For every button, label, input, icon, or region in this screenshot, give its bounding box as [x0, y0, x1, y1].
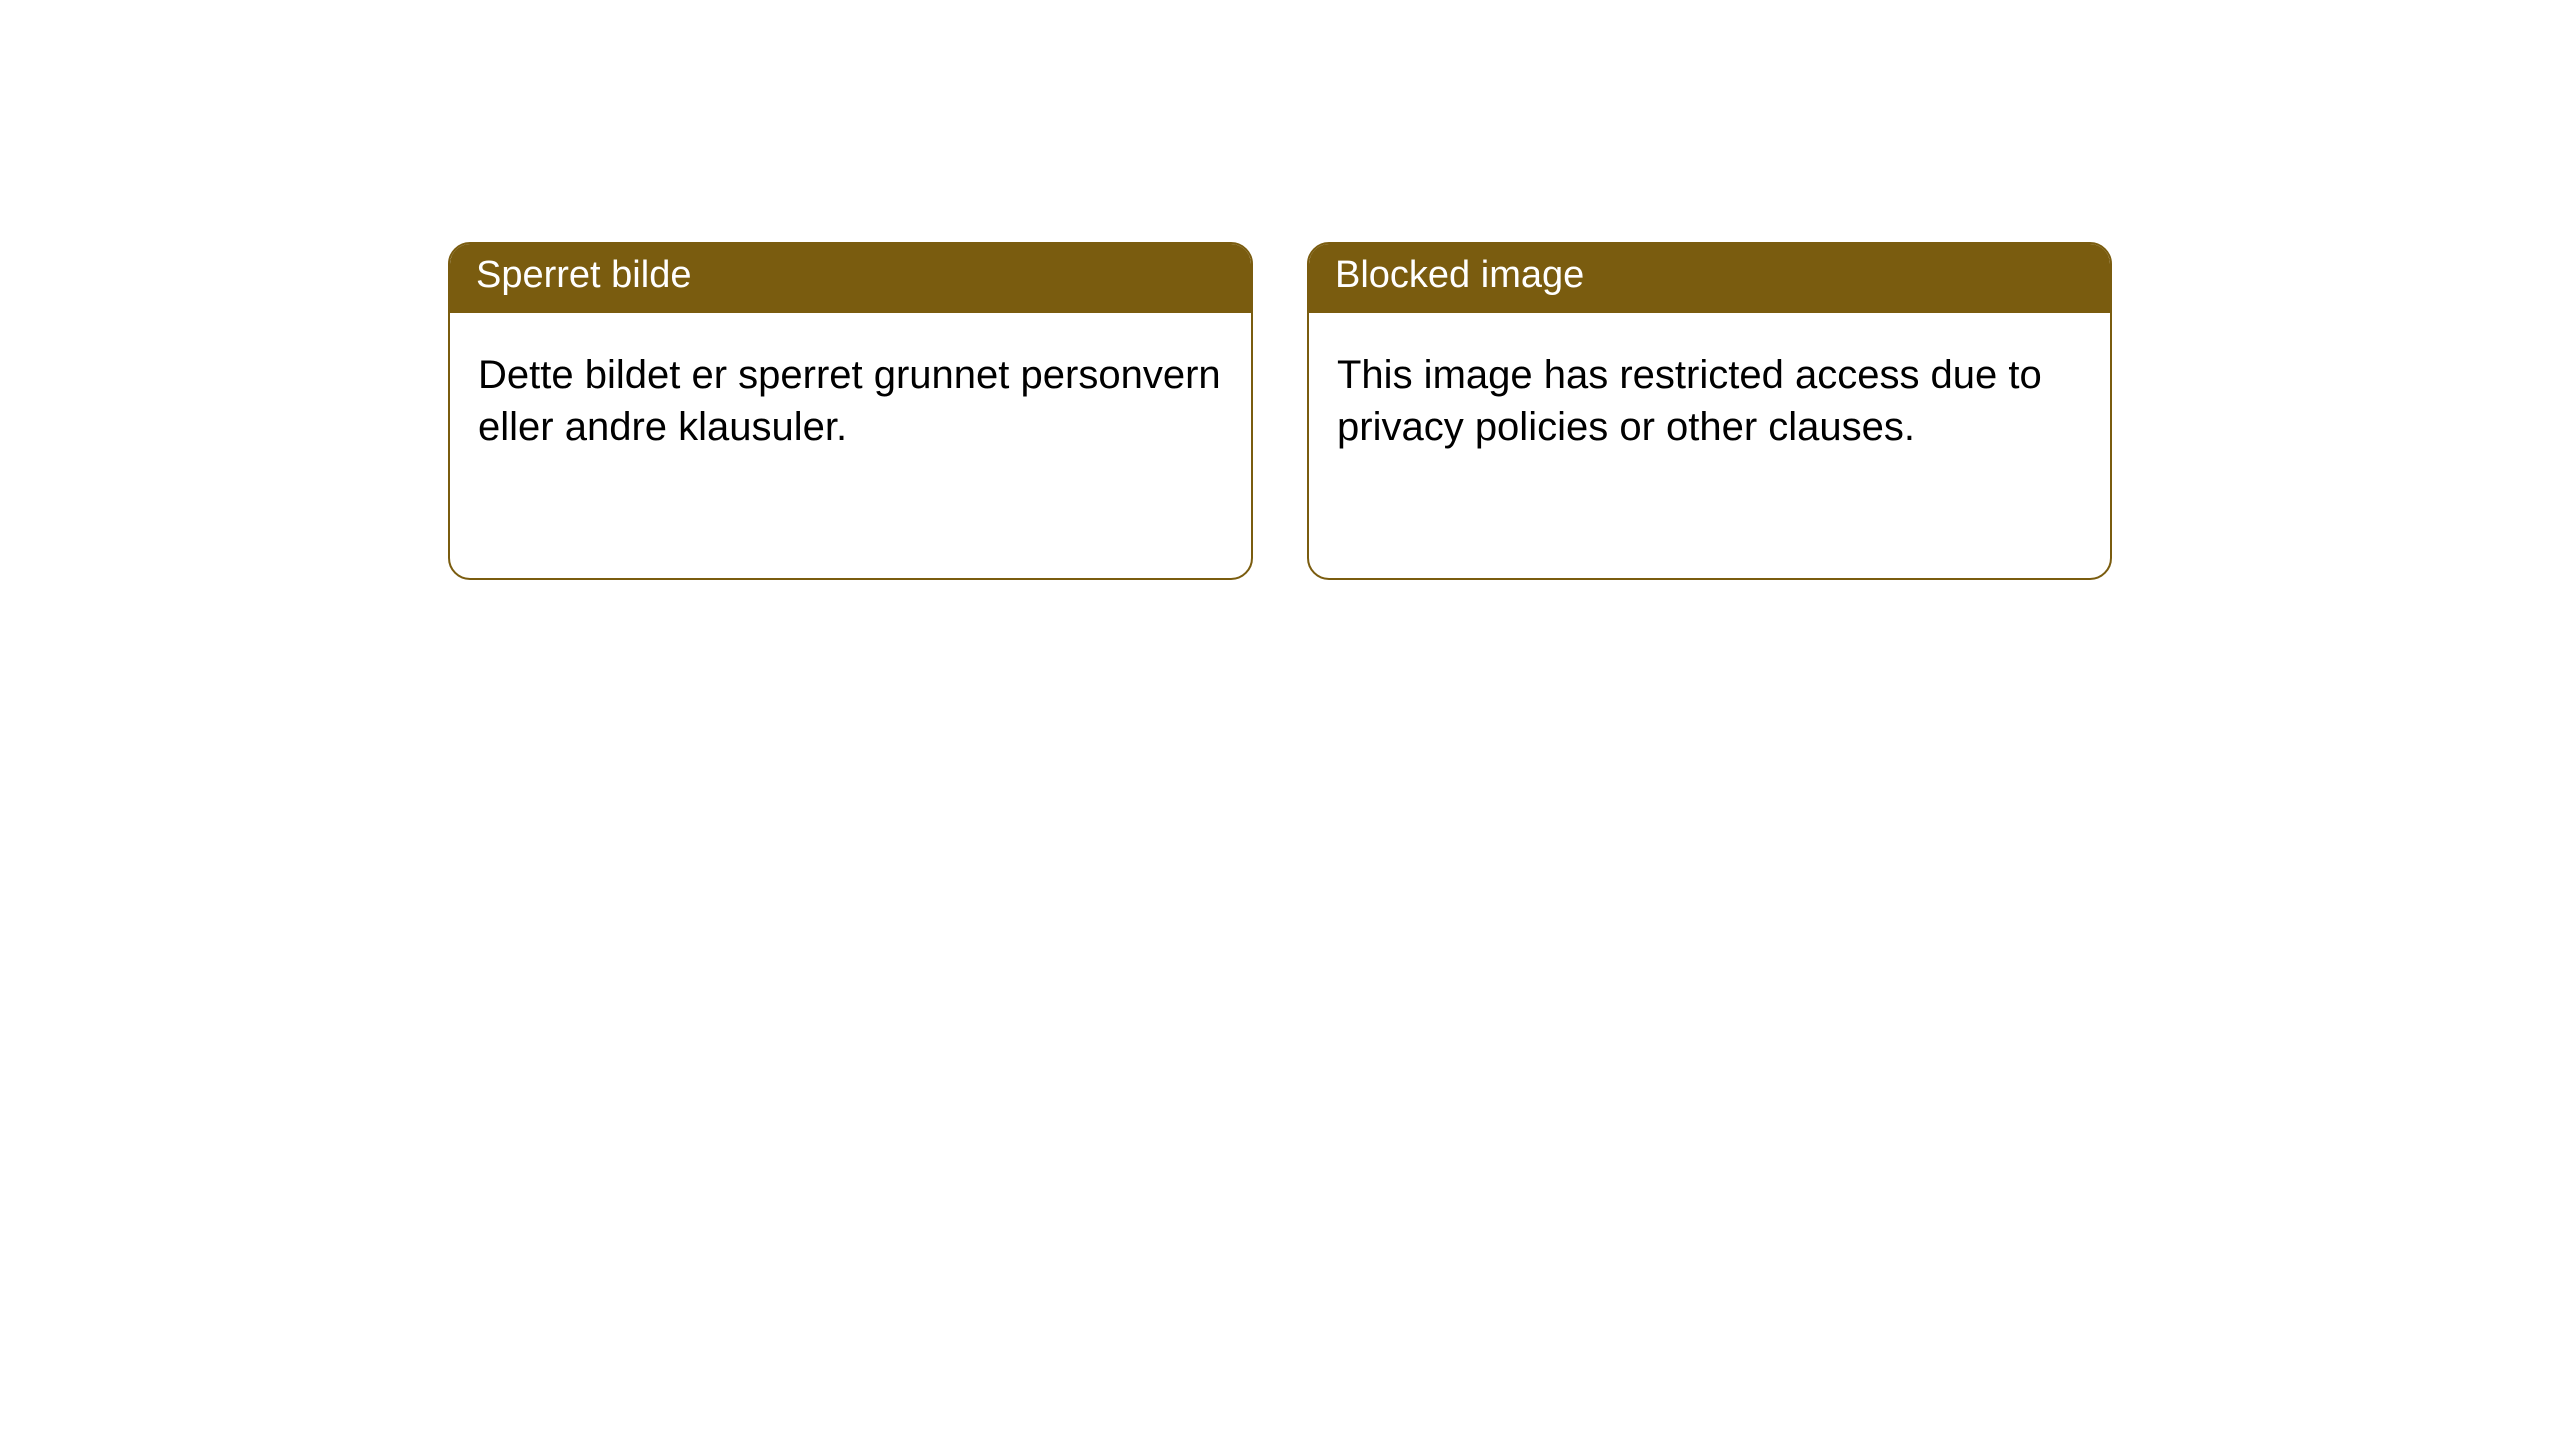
notice-card-title: Blocked image [1309, 244, 2110, 313]
notice-card-body: This image has restricted access due to … [1309, 313, 2110, 489]
notice-card-norwegian: Sperret bilde Dette bildet er sperret gr… [448, 242, 1253, 580]
notice-card-english: Blocked image This image has restricted … [1307, 242, 2112, 580]
notice-card-body: Dette bildet er sperret grunnet personve… [450, 313, 1251, 489]
notice-card-title: Sperret bilde [450, 244, 1251, 313]
notice-cards-container: Sperret bilde Dette bildet er sperret gr… [0, 0, 2560, 580]
